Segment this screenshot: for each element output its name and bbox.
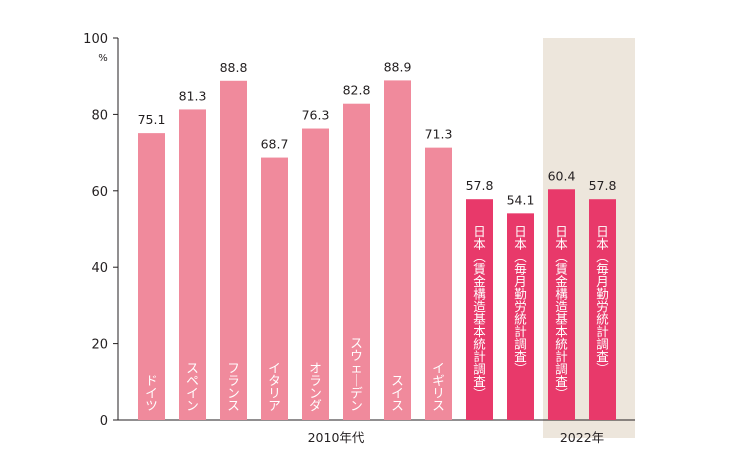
value-label: 54.1 — [507, 192, 535, 207]
bar — [138, 133, 165, 421]
category-label: スペイン — [186, 361, 199, 414]
value-label: 76.3 — [302, 108, 330, 123]
bar — [425, 147, 452, 420]
category-label: スウェ｜デン — [350, 336, 363, 414]
value-label: 81.3 — [179, 88, 207, 103]
y-tick-label: 80 — [91, 108, 108, 123]
value-label: 82.8 — [343, 83, 371, 98]
bar — [384, 80, 411, 420]
category-label: スイス — [391, 373, 404, 413]
y-axis: 0 20 40 60 80 100 — [83, 32, 635, 429]
bar — [466, 199, 493, 420]
labels: 75.1 ドイツ 81.3 スペイン 88.8 フランス 68.7 イタリア 76.3 オランダ 8… — [138, 59, 617, 445]
value-label: 75.1 — [138, 112, 166, 127]
bar — [302, 128, 329, 420]
category-label: イタリア — [268, 361, 281, 414]
category-label: オランダ — [309, 361, 322, 414]
bar — [261, 157, 288, 421]
value-label: 60.4 — [548, 168, 576, 183]
category-label: フランス — [227, 361, 240, 414]
bar — [507, 213, 534, 420]
category-label: 日本︵毎月勤労統計調査︶ — [514, 224, 527, 377]
bar — [220, 80, 247, 420]
bars — [138, 80, 616, 421]
value-label: 71.3 — [425, 127, 453, 142]
y-tick-label: 0 — [100, 414, 108, 429]
bar — [548, 189, 575, 420]
value-label: 57.8 — [589, 178, 617, 193]
value-label: 88.9 — [384, 59, 412, 74]
bar — [343, 103, 370, 420]
value-label: 88.8 — [220, 60, 248, 75]
category-label: 日本︵賃金構造基本統計調査︶ — [473, 224, 486, 402]
group-label: 2010年代 — [308, 430, 365, 445]
category-label: 日本︵賃金構造基本統計調査︶ — [555, 224, 568, 402]
category-label: イギリス — [432, 361, 445, 414]
bar — [589, 199, 616, 420]
y-tick-label: 40 — [91, 261, 108, 276]
category-label: 日本︵毎月勤労統計調査︶ — [596, 224, 609, 377]
bar — [179, 109, 206, 421]
category-label: ドイツ — [145, 373, 158, 413]
y-tick-label: 60 — [91, 185, 108, 200]
value-label: 57.8 — [466, 178, 494, 193]
y-unit-label: % — [98, 53, 108, 64]
value-label: 68.7 — [261, 137, 289, 152]
y-tick-label: 100 — [83, 32, 108, 47]
y-tick-label: 20 — [91, 338, 108, 353]
group-label: 2022年 — [560, 430, 604, 445]
